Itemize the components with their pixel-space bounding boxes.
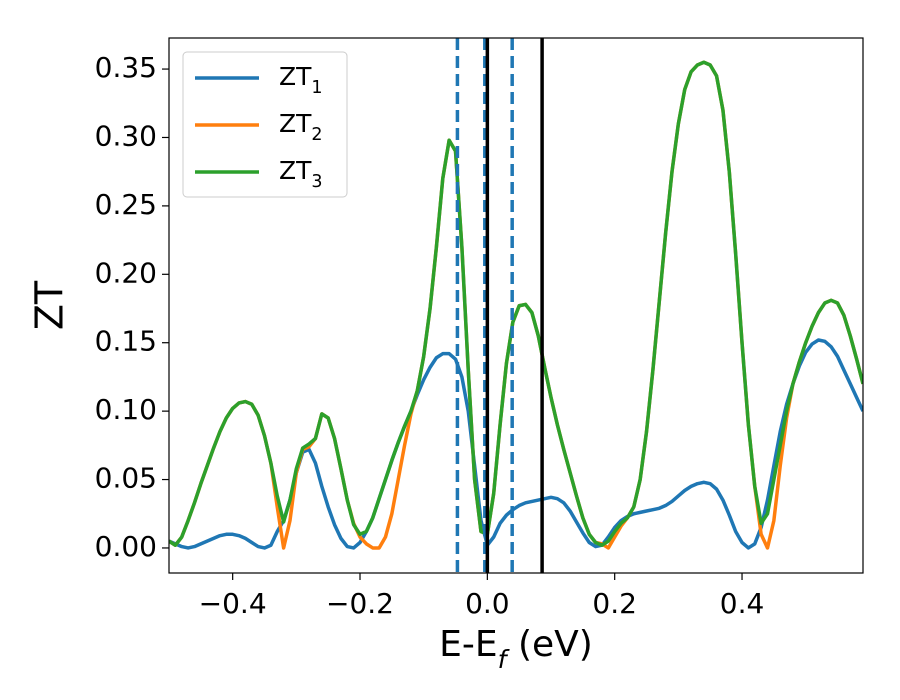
x-tick-label: −0.2 [326, 587, 394, 620]
y-tick-label: 0.20 [95, 256, 157, 289]
y-tick-label: 0.05 [95, 462, 157, 495]
x-tick-label: 0.4 [720, 587, 765, 620]
y-tick-label: 0.30 [95, 119, 157, 152]
y-axis-label: ZT [28, 280, 72, 330]
x-tick-label: 0.0 [465, 587, 510, 620]
x-tick-label: −0.4 [199, 587, 267, 620]
plot-frame [168, 37, 864, 574]
y-tick-label: 0.00 [95, 530, 157, 563]
series-line [169, 60, 863, 547]
legend-box [182, 51, 348, 198]
plot-lines [169, 38, 863, 573]
y-tick-label: 0.35 [95, 51, 157, 84]
x-tick-label: 0.2 [592, 587, 637, 620]
y-tick-label: 0.25 [95, 188, 157, 221]
y-tick-label: 0.10 [95, 393, 157, 426]
y-tick-label: 0.15 [95, 325, 157, 358]
